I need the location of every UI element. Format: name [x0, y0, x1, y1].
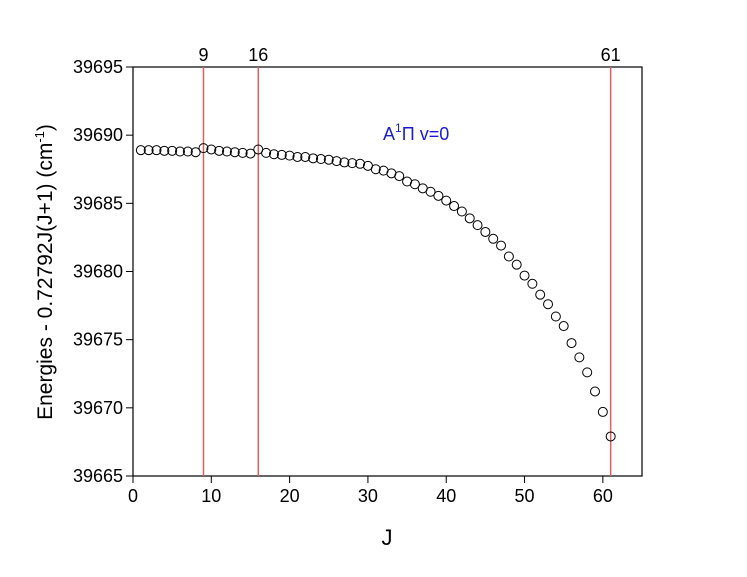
point: [159, 145, 170, 156]
point: [574, 352, 585, 363]
point: [292, 151, 303, 162]
annotation-a: A: [383, 124, 395, 144]
point: [472, 220, 483, 231]
annotation-rest: Π v=0: [402, 124, 450, 144]
annotation: A1Π v=0: [383, 121, 449, 144]
point: [151, 145, 162, 156]
x-tick-label: 20: [280, 486, 300, 506]
point: [409, 179, 420, 190]
x-tick-label: 10: [201, 486, 221, 506]
point: [511, 259, 522, 270]
y-tick-label: 39680: [73, 262, 123, 282]
point: [441, 195, 452, 206]
y-tick-label: 39690: [73, 125, 123, 145]
point: [543, 299, 554, 310]
point: [433, 190, 444, 201]
point: [135, 145, 146, 156]
point: [503, 251, 514, 262]
point: [496, 240, 507, 251]
point: [284, 150, 295, 161]
y-tick-label: 39675: [73, 330, 123, 350]
point: [143, 145, 154, 156]
point: [182, 146, 193, 157]
point: [174, 146, 185, 157]
reference-label: 9: [198, 45, 208, 65]
point: [221, 146, 232, 157]
point: [339, 157, 350, 168]
x-tick-label: 50: [515, 486, 535, 506]
y-tick-label: 39695: [73, 57, 123, 77]
point: [550, 311, 561, 322]
y-label-main: Energies - 0.72792J(J+1) (cm: [34, 143, 57, 420]
point: [214, 145, 225, 156]
point: [206, 144, 217, 155]
point: [605, 431, 616, 442]
point: [590, 386, 601, 397]
x-tick-label: 0: [128, 486, 138, 506]
point: [245, 148, 256, 159]
point: [268, 149, 279, 160]
point: [519, 270, 530, 281]
point: [582, 367, 593, 378]
x-tick-label: 40: [436, 486, 456, 506]
point: [425, 186, 436, 197]
point: [229, 147, 240, 158]
point: [276, 149, 287, 160]
point: [449, 201, 460, 212]
point: [300, 151, 311, 162]
point: [464, 213, 475, 224]
point: [308, 153, 319, 164]
reference-label: 16: [248, 45, 268, 65]
annotation-sup: 1: [395, 121, 402, 135]
y-tick-label: 39670: [73, 398, 123, 418]
point: [488, 233, 499, 244]
point: [394, 171, 405, 182]
y-label-sup: -1: [32, 131, 47, 143]
point: [261, 147, 272, 158]
point: [535, 289, 546, 300]
y-tick-label: 39685: [73, 193, 123, 213]
point: [237, 147, 248, 158]
y-tick-label: 39665: [73, 466, 123, 486]
point: [480, 226, 491, 237]
y-axis-label: Energies - 0.72792J(J+1) (cm-1): [32, 124, 57, 420]
point: [167, 145, 178, 156]
point: [566, 338, 577, 349]
point: [198, 143, 209, 154]
point: [355, 158, 366, 169]
point: [331, 156, 342, 167]
point: [558, 321, 569, 332]
point: [190, 147, 201, 158]
x-axis-label: J: [382, 525, 393, 550]
point: [315, 154, 326, 165]
reference-label: 61: [601, 45, 621, 65]
y-label-end: ): [34, 124, 57, 131]
x-tick-label: 30: [358, 486, 378, 506]
point: [323, 154, 334, 165]
point: [456, 206, 467, 217]
point: [347, 158, 358, 169]
point: [527, 278, 538, 289]
x-tick-label: 60: [593, 486, 613, 506]
point: [597, 406, 608, 417]
point: [370, 164, 381, 175]
